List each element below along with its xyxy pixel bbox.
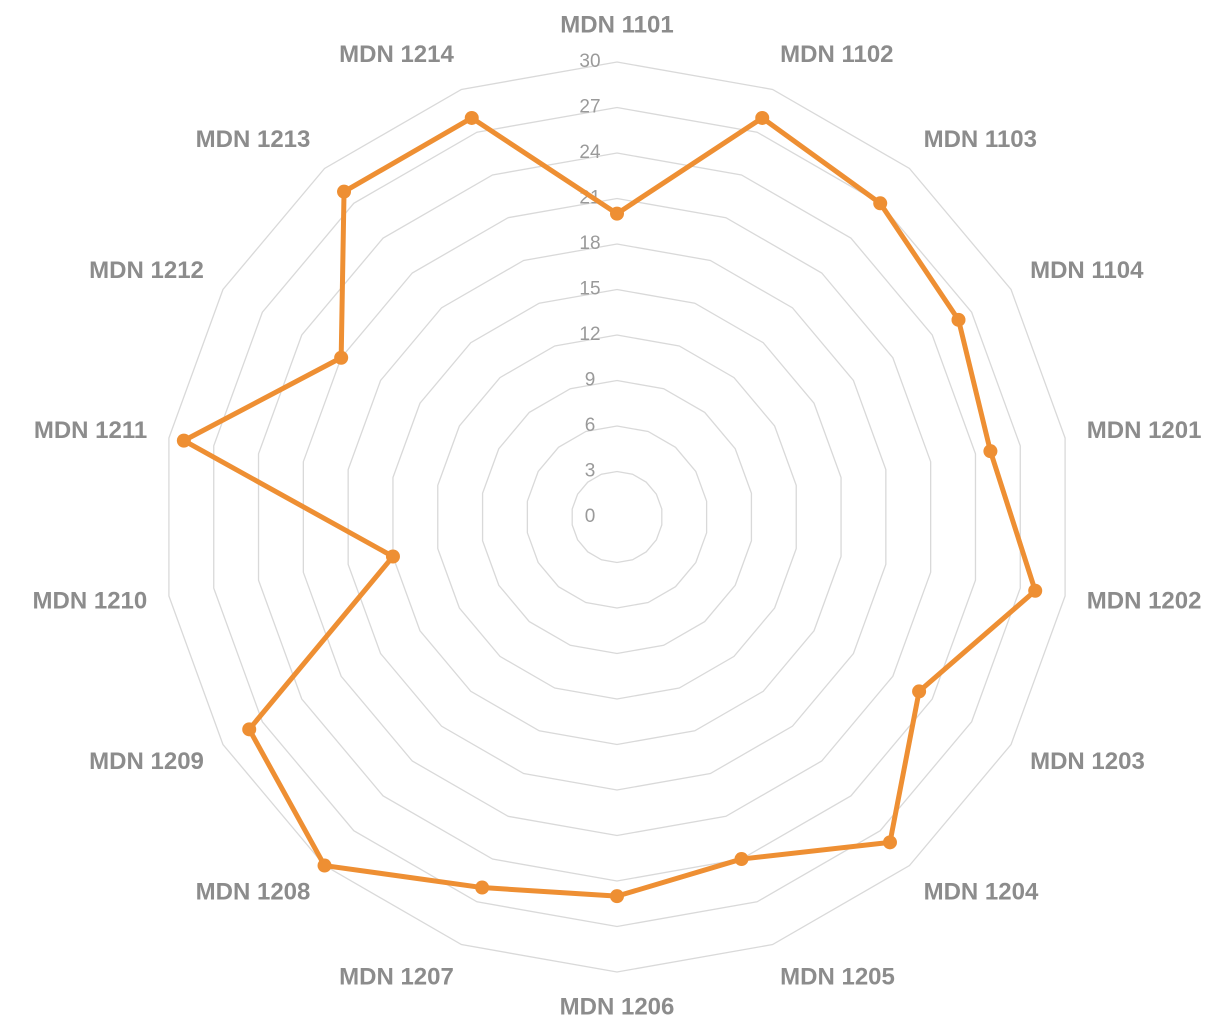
grid-line xyxy=(257,152,977,882)
data-point xyxy=(734,852,749,867)
data-point xyxy=(912,684,927,699)
tick-label: 27 xyxy=(579,97,600,118)
grid-line xyxy=(347,243,887,791)
data-point xyxy=(176,433,191,448)
data-point xyxy=(317,858,332,873)
category-label: MDN 1210 xyxy=(33,588,148,615)
tick-label: 9 xyxy=(585,370,596,391)
data-point xyxy=(1028,583,1043,598)
category-label: MDN 1202 xyxy=(1087,588,1202,615)
data-point xyxy=(242,722,257,737)
tick-label: 0 xyxy=(585,506,596,527)
grid-line xyxy=(571,470,663,564)
category-label: MDN 1205 xyxy=(780,964,895,991)
data-point xyxy=(337,184,352,199)
category-label: MDN 1214 xyxy=(339,41,454,68)
category-label: MDN 1211 xyxy=(34,417,147,444)
grid-line xyxy=(481,379,753,655)
data-point xyxy=(983,444,998,459)
data-point xyxy=(873,196,888,211)
grid-line xyxy=(168,61,1066,973)
tick-label: 18 xyxy=(579,233,600,254)
data-point xyxy=(610,206,624,221)
data-point xyxy=(755,110,770,125)
category-label: MDN 1208 xyxy=(196,878,311,905)
category-label: MDN 1206 xyxy=(560,993,675,1019)
grid-line xyxy=(213,106,1021,928)
tick-label: 6 xyxy=(585,415,596,436)
category-label: MDN 1101 xyxy=(560,11,673,38)
grid-line xyxy=(437,334,797,700)
tick-label: 24 xyxy=(579,142,601,163)
category-label: MDN 1201 xyxy=(1087,417,1202,444)
tick-label: 15 xyxy=(579,279,600,300)
data-point xyxy=(475,880,490,895)
data-point xyxy=(951,312,966,327)
data-point xyxy=(464,110,479,125)
category-label: MDN 1213 xyxy=(196,126,311,153)
category-label: MDN 1103 xyxy=(924,126,1037,153)
tick-label: 3 xyxy=(585,461,596,482)
data-point xyxy=(610,889,624,904)
data-point xyxy=(882,835,897,850)
data-point xyxy=(334,350,349,365)
category-label: MDN 1102 xyxy=(780,41,893,68)
data-point xyxy=(385,549,400,564)
category-label: MDN 1209 xyxy=(89,748,204,775)
category-label: MDN 1203 xyxy=(1030,748,1145,775)
grid-line xyxy=(526,425,708,609)
tick-label: 12 xyxy=(579,324,600,345)
category-label: MDN 1104 xyxy=(1030,257,1144,284)
category-label: MDN 1207 xyxy=(339,964,454,991)
category-label: MDN 1204 xyxy=(924,878,1039,905)
grid-line xyxy=(302,197,932,837)
grid-line xyxy=(392,288,842,746)
category-label: MDN 1212 xyxy=(89,257,204,284)
tick-label: 30 xyxy=(579,51,600,72)
